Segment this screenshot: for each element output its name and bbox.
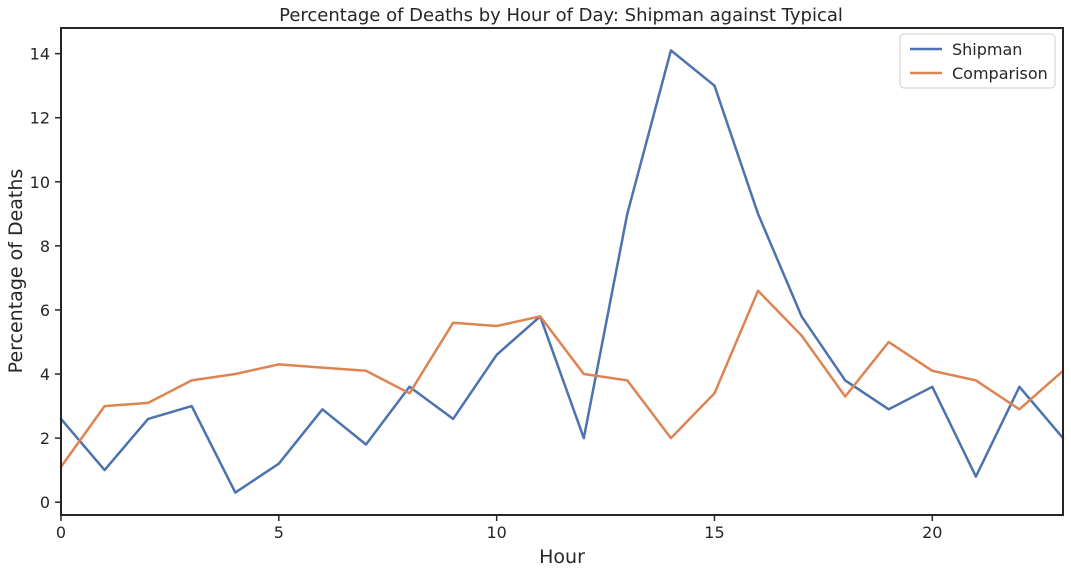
legend: Shipman Comparison bbox=[899, 33, 1056, 89]
y-tick-label: 10 bbox=[30, 173, 50, 192]
y-axis-label: Percentage of Deaths bbox=[5, 169, 27, 374]
x-tick-label: 5 bbox=[274, 523, 284, 542]
legend-label-shipman: Shipman bbox=[952, 40, 1022, 59]
chart-title: Percentage of Deaths by Hour of Day: Shi… bbox=[279, 5, 843, 26]
x-axis-label: Hour bbox=[539, 546, 585, 568]
series-line-comparison bbox=[59, 289, 1065, 469]
x-tick-label: 0 bbox=[56, 523, 66, 542]
y-tick-label: 2 bbox=[40, 429, 50, 448]
x-tick-label: 10 bbox=[486, 523, 506, 542]
y-tick-label: 14 bbox=[30, 45, 50, 64]
y-tick-label: 12 bbox=[30, 109, 50, 128]
y-tick-label: 0 bbox=[40, 493, 50, 512]
plot-frame bbox=[60, 27, 1064, 516]
y-axis-ticks: 0 2 4 6 8 10 12 14 bbox=[30, 45, 61, 512]
y-tick-label: 4 bbox=[40, 365, 50, 384]
y-tick-label: 8 bbox=[40, 237, 50, 256]
y-tick-label: 6 bbox=[40, 301, 50, 320]
x-tick-label: 20 bbox=[922, 523, 942, 542]
x-tick-label: 15 bbox=[704, 523, 724, 542]
series-line-shipman bbox=[59, 49, 1065, 494]
legend-label-comparison: Comparison bbox=[952, 64, 1048, 83]
plot-lines bbox=[59, 49, 1065, 494]
x-axis-ticks: 0 5 10 15 20 bbox=[56, 515, 942, 542]
legend-box bbox=[899, 33, 1056, 89]
